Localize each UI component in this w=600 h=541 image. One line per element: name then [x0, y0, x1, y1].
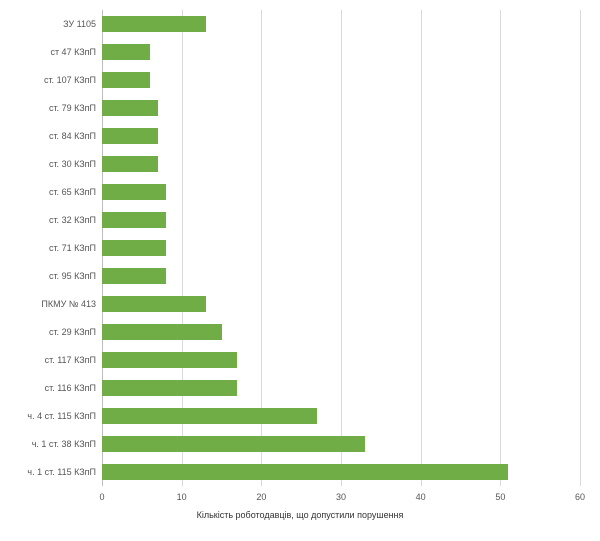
x-tick: 20 — [256, 486, 266, 502]
bar — [102, 156, 158, 171]
gridline — [341, 10, 342, 486]
y-tick: ч. 1 ст. 115 КЗпП — [27, 467, 102, 477]
bar — [102, 240, 166, 255]
y-tick: ст. 65 КЗпП — [49, 187, 102, 197]
y-tick: ч. 1 ст. 38 КЗпП — [32, 439, 102, 449]
y-tick: ст. 95 КЗпП — [49, 271, 102, 281]
bar — [102, 408, 317, 423]
x-tick: 10 — [177, 486, 187, 502]
x-tick: 0 — [99, 486, 104, 502]
violations-bar-chart: 0 10 20 30 40 50 60 ч. 1 ст. 115 КЗпП ч. 1 ст. 3… — [0, 0, 600, 541]
x-tick: 30 — [336, 486, 346, 502]
y-tick: ст. 30 КЗпП — [49, 159, 102, 169]
bar — [102, 100, 158, 115]
bar — [102, 16, 206, 31]
y-tick: ст. 84 КЗпП — [49, 131, 102, 141]
y-tick: ст. 117 КЗпП — [45, 355, 102, 365]
bar — [102, 44, 150, 59]
y-tick: ст. 107 КЗпП — [44, 75, 102, 85]
bar — [102, 72, 150, 87]
x-axis-label: Кількість роботодавців, що допустили пор… — [0, 510, 600, 520]
y-tick: ЗУ 1105 — [63, 19, 102, 29]
bar — [102, 380, 237, 395]
bar — [102, 324, 222, 339]
y-tick: ст. 79 КЗпП — [49, 103, 102, 113]
bar — [102, 268, 166, 283]
y-tick: ч. 4 ст. 115 КЗпП — [27, 411, 102, 421]
bar — [102, 464, 508, 479]
bar — [102, 128, 158, 143]
y-tick: ст. 116 КЗпП — [45, 383, 102, 393]
y-tick: ст. 29 КЗпП — [49, 327, 102, 337]
plot-area: 0102030405060ч. 1 ст. 115 КЗпПч. 1 ст. 3… — [102, 10, 580, 486]
bar — [102, 352, 237, 367]
y-tick: ст 47 КЗпП — [50, 47, 102, 57]
bar — [102, 212, 166, 227]
x-tick: 50 — [495, 486, 505, 502]
y-tick: ст. 32 КЗпП — [49, 215, 102, 225]
gridline — [500, 10, 501, 486]
x-tick: 60 — [575, 486, 585, 502]
gridline — [580, 10, 581, 486]
x-tick: 40 — [416, 486, 426, 502]
bar — [102, 436, 365, 451]
y-tick: ПКМУ № 413 — [41, 299, 102, 309]
gridline — [421, 10, 422, 486]
bar — [102, 296, 206, 311]
y-tick: ст. 71 КЗпП — [49, 243, 102, 253]
bar — [102, 184, 166, 199]
